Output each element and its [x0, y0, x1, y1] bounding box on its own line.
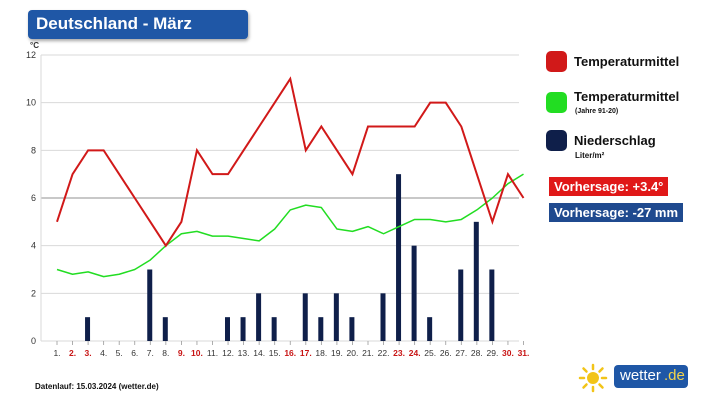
precip-bar [147, 269, 153, 341]
legend-temp-label: Temperaturmittel [574, 54, 680, 69]
forecast-precip-badge: Vorhersage: -27 mm [549, 203, 684, 222]
precip-bar [271, 317, 277, 341]
precip-bar [427, 317, 433, 341]
x-tick-label: 16. [284, 348, 296, 358]
precip-bar [380, 293, 386, 341]
legend-precip-label: Niederschlag [574, 133, 656, 148]
x-tick-label: 23. [393, 348, 405, 358]
x-tick-label: 18. [315, 348, 327, 358]
sun-icon [578, 363, 608, 393]
legend-normal-sub: (Jahre 91-20) [575, 108, 619, 115]
legend-temp-swatch [546, 51, 567, 72]
forecast-temp-badge: Vorhersage: +3.4° [549, 177, 669, 196]
legend-precip-unit: Liter/m² [575, 151, 605, 160]
x-tick-label: 28. [471, 348, 483, 358]
x-tick-label: 25. [424, 348, 436, 358]
x-tick-label: 6. [131, 348, 138, 358]
y-tick-label: 8 [31, 145, 36, 155]
x-tick-label: 24. [409, 348, 421, 358]
legend-precip-swatch [546, 130, 567, 151]
x-tick-label: 5. [116, 348, 123, 358]
x-tick-label: 27. [455, 348, 467, 358]
data-run-note: Datenlauf: 15.03.2024 (wetter.de) [35, 382, 159, 391]
y-tick-label: 6 [31, 193, 36, 203]
logo-text: wetter [620, 367, 661, 384]
precip-bar [162, 317, 168, 341]
precip-bar [256, 293, 262, 341]
x-tick-label: 8. [162, 348, 169, 358]
x-tick-label: 2. [69, 348, 76, 358]
page-title: Deutschland - März [36, 14, 192, 33]
precip-bar [458, 269, 464, 341]
x-tick-label: 9. [178, 348, 185, 358]
x-tick-label: 4. [100, 348, 107, 358]
x-tick-label: 21. [362, 348, 374, 358]
y-tick-label: 2 [31, 288, 36, 298]
x-tick-label: 7. [147, 348, 154, 358]
x-tick-label: 12. [222, 348, 234, 358]
x-tick-label: 31. [518, 348, 530, 358]
normal-temp-line [56, 173, 524, 278]
x-tick-label: 30. [502, 348, 514, 358]
x-tick-label: 14. [253, 348, 265, 358]
precip-bar [225, 317, 230, 341]
legend-normal-swatch [546, 92, 567, 113]
x-tick-label: 26. [440, 348, 452, 358]
x-tick-label: 13. [238, 348, 250, 358]
precip-bar [473, 221, 479, 341]
x-tick-label: 17. [300, 348, 312, 358]
wetter-de-logo[interactable]: wetter .de [614, 365, 688, 388]
precip-bar [85, 317, 91, 341]
precip-bar [333, 293, 339, 341]
x-tick-label: 20. [347, 348, 359, 358]
x-tick-label: 3. [85, 348, 92, 358]
y-tick-label: 0 [31, 336, 36, 346]
precip-bar [489, 269, 495, 341]
y-tick-label: 4 [31, 241, 36, 251]
precip-bar [349, 317, 355, 341]
precip-bar [302, 293, 308, 341]
legend-normal-label: Temperaturmittel [574, 89, 680, 104]
temperature-line [56, 76, 525, 248]
x-tick-label: 15. [269, 348, 281, 358]
logo-tld: .de [664, 367, 685, 384]
x-tick-label: 19. [331, 348, 343, 358]
y-axis-label: °C [30, 41, 39, 50]
x-tick-label: 11. [207, 348, 218, 358]
x-tick-label: 10. [191, 348, 203, 358]
precip-bar [396, 174, 402, 341]
precip-bar [411, 245, 417, 341]
y-tick-label: 12 [26, 50, 36, 60]
x-tick-label: 22. [378, 348, 390, 358]
x-tick-label: 29. [486, 348, 498, 358]
title-banner: Deutschland - März [28, 10, 248, 39]
x-tick-label: 1. [53, 348, 60, 358]
y-tick-label: 10 [26, 98, 36, 108]
precip-bar [240, 317, 246, 341]
precip-bar [318, 317, 324, 341]
